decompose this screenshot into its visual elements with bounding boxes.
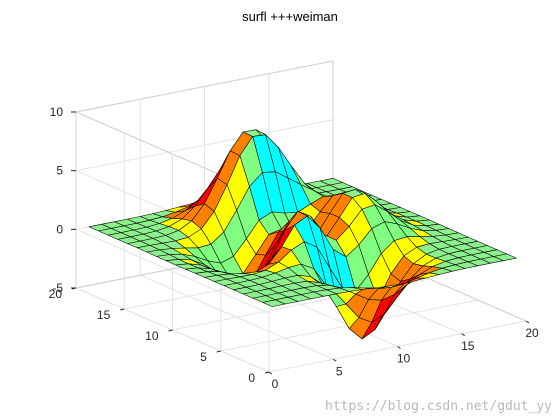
x-tick-label: 0	[272, 377, 279, 391]
x-tick-mark	[268, 371, 273, 375]
watermark-text: https://blog.csdn.net/gdut_yy	[325, 399, 552, 414]
y-tick-label: 20	[49, 287, 63, 301]
x-tick-label: 10	[397, 352, 411, 366]
z-tick-label: 10	[50, 105, 64, 119]
x-tick-label: 15	[461, 339, 475, 353]
grid-line-side-z	[75, 228, 270, 314]
z-tick-label: -5	[52, 281, 63, 295]
surface-mesh	[88, 129, 517, 340]
axes-box-edge	[75, 60, 334, 113]
y-tick-mark	[120, 308, 125, 311]
y-tick-label: 15	[97, 308, 111, 322]
z-tick-label: 0	[56, 222, 63, 236]
x-tick-label: 20	[525, 326, 539, 340]
z-tick-label: 5	[56, 164, 63, 178]
x-tick-label: 5	[336, 364, 343, 378]
y-tick-label: 10	[145, 329, 159, 343]
x-tick-mark	[461, 333, 466, 337]
x-tick-mark	[397, 346, 401, 349]
chart-title: surfl +++weiman	[242, 9, 338, 24]
y-tick-label: 0	[248, 371, 255, 385]
y-tick-mark	[168, 329, 173, 332]
x-tick-mark	[332, 358, 337, 362]
surface-face	[493, 253, 517, 261]
x-tick-mark	[525, 320, 530, 324]
y-tick-mark	[216, 350, 221, 353]
y-tick-label: 5	[200, 350, 207, 364]
grid-line-back-z	[75, 119, 334, 172]
y-tick-mark	[264, 371, 270, 374]
